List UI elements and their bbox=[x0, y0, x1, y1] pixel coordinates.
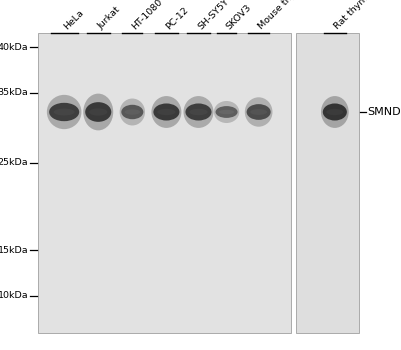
Ellipse shape bbox=[54, 108, 75, 116]
Text: Mouse thymus: Mouse thymus bbox=[257, 0, 312, 32]
Ellipse shape bbox=[321, 96, 348, 128]
Text: 40kDa: 40kDa bbox=[0, 43, 28, 52]
Ellipse shape bbox=[121, 105, 144, 119]
Ellipse shape bbox=[83, 93, 113, 130]
Text: Jurkat: Jurkat bbox=[96, 6, 122, 32]
Text: Rat thymus: Rat thymus bbox=[333, 0, 378, 32]
Ellipse shape bbox=[245, 97, 272, 127]
Ellipse shape bbox=[157, 109, 176, 115]
Ellipse shape bbox=[250, 109, 267, 115]
Ellipse shape bbox=[323, 104, 347, 120]
Text: HT-1080: HT-1080 bbox=[130, 0, 164, 32]
Ellipse shape bbox=[49, 103, 79, 121]
FancyBboxPatch shape bbox=[38, 33, 291, 332]
Ellipse shape bbox=[153, 104, 179, 120]
Ellipse shape bbox=[214, 101, 239, 123]
Text: SMNDC1: SMNDC1 bbox=[368, 107, 401, 117]
Ellipse shape bbox=[247, 104, 271, 120]
Text: SKOV3: SKOV3 bbox=[225, 3, 253, 31]
Text: 15kDa: 15kDa bbox=[0, 246, 28, 255]
Ellipse shape bbox=[125, 109, 140, 115]
Text: 25kDa: 25kDa bbox=[0, 158, 28, 167]
Ellipse shape bbox=[85, 102, 111, 122]
Ellipse shape bbox=[119, 99, 145, 125]
Ellipse shape bbox=[89, 108, 107, 116]
FancyBboxPatch shape bbox=[296, 33, 359, 332]
Text: PC-12: PC-12 bbox=[164, 6, 190, 32]
Ellipse shape bbox=[185, 104, 212, 120]
Text: 10kDa: 10kDa bbox=[0, 291, 28, 300]
Ellipse shape bbox=[219, 110, 234, 114]
Text: 35kDa: 35kDa bbox=[0, 88, 28, 97]
Ellipse shape bbox=[215, 106, 237, 118]
Ellipse shape bbox=[189, 109, 208, 115]
Ellipse shape bbox=[152, 96, 181, 128]
Text: HeLa: HeLa bbox=[62, 8, 85, 32]
Ellipse shape bbox=[326, 109, 343, 115]
Ellipse shape bbox=[184, 96, 213, 128]
Text: SH-SY5Y: SH-SY5Y bbox=[196, 0, 231, 32]
Ellipse shape bbox=[47, 95, 81, 129]
